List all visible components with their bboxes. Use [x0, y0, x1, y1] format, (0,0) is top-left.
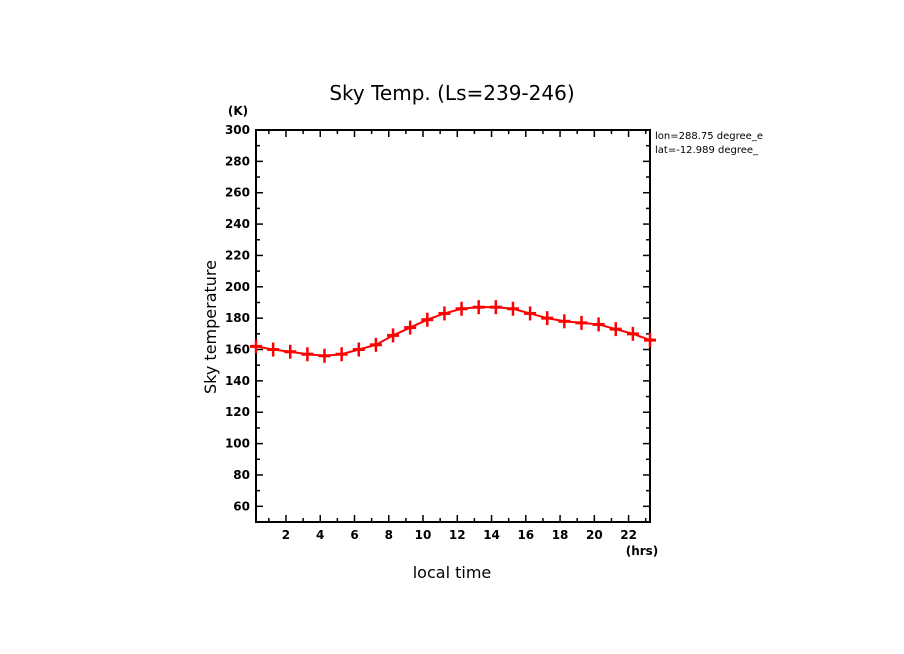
data-point-marker — [472, 300, 485, 315]
chart-title: Sky Temp. (Ls=239-246) — [329, 81, 574, 105]
data-point-marker — [575, 315, 588, 330]
y-tick-label: 140 — [225, 374, 250, 388]
data-point-marker — [609, 322, 622, 337]
x-tick-label: 20 — [586, 528, 603, 542]
y-tick-label: 260 — [225, 186, 250, 200]
y-unit: (K) — [228, 104, 248, 118]
data-point-marker — [455, 301, 468, 316]
data-point-marker — [592, 317, 605, 332]
data-point-marker — [318, 348, 331, 363]
data-point-marker — [250, 339, 262, 354]
plot-frame — [255, 129, 651, 523]
y-tick-label: 200 — [225, 280, 250, 294]
data-point-marker — [284, 344, 297, 359]
data-point-marker — [301, 347, 314, 362]
y-tick-label: 300 — [225, 123, 250, 137]
data-point-marker — [506, 301, 519, 316]
annotation-lon: lon=288.75 degree_e — [655, 131, 763, 142]
data-point-marker — [387, 328, 400, 343]
y-tick-label: 160 — [225, 343, 250, 357]
data-point-marker — [421, 312, 434, 327]
data-point-marker — [644, 333, 656, 348]
x-tick-label: 12 — [449, 528, 466, 542]
x-tick-label: 8 — [385, 528, 393, 542]
x-tick-label: 22 — [620, 528, 637, 542]
x-tick-label: 16 — [517, 528, 534, 542]
data-point-marker — [369, 337, 382, 352]
data-point-marker — [541, 311, 554, 326]
y-tick-label: 100 — [225, 437, 250, 451]
data-point-marker — [626, 326, 639, 341]
data-point-marker — [438, 306, 451, 321]
data-point-marker — [558, 314, 571, 329]
x-tick-label: 2 — [282, 528, 290, 542]
x-tick-label: 18 — [552, 528, 569, 542]
data-point-marker — [489, 300, 502, 315]
series-line — [255, 306, 651, 357]
y-tick-label: 240 — [225, 217, 250, 231]
y-tick-label: 280 — [225, 154, 250, 168]
y-tick-label: 220 — [225, 248, 250, 262]
annotation-lat: lat=-12.989 degree_ — [655, 145, 759, 156]
y-tick-label: 180 — [225, 311, 250, 325]
x-unit: (hrs) — [626, 544, 659, 558]
data-point-marker — [524, 306, 537, 321]
y-tick-label: 60 — [233, 499, 250, 513]
x-tick-label: 14 — [483, 528, 500, 542]
data-point-marker — [267, 342, 280, 357]
y-axis-label: Sky temperature — [201, 260, 220, 394]
y-tick-label: 80 — [233, 468, 250, 482]
y-tick-label: 120 — [225, 405, 250, 419]
x-tick-label: 10 — [415, 528, 432, 542]
data-point-marker — [404, 320, 417, 335]
x-tick-label: 6 — [350, 528, 358, 542]
x-axis-label: local time — [413, 563, 492, 582]
data-point-marker — [352, 342, 365, 357]
data-point-marker — [335, 347, 348, 362]
x-tick-label: 4 — [316, 528, 324, 542]
